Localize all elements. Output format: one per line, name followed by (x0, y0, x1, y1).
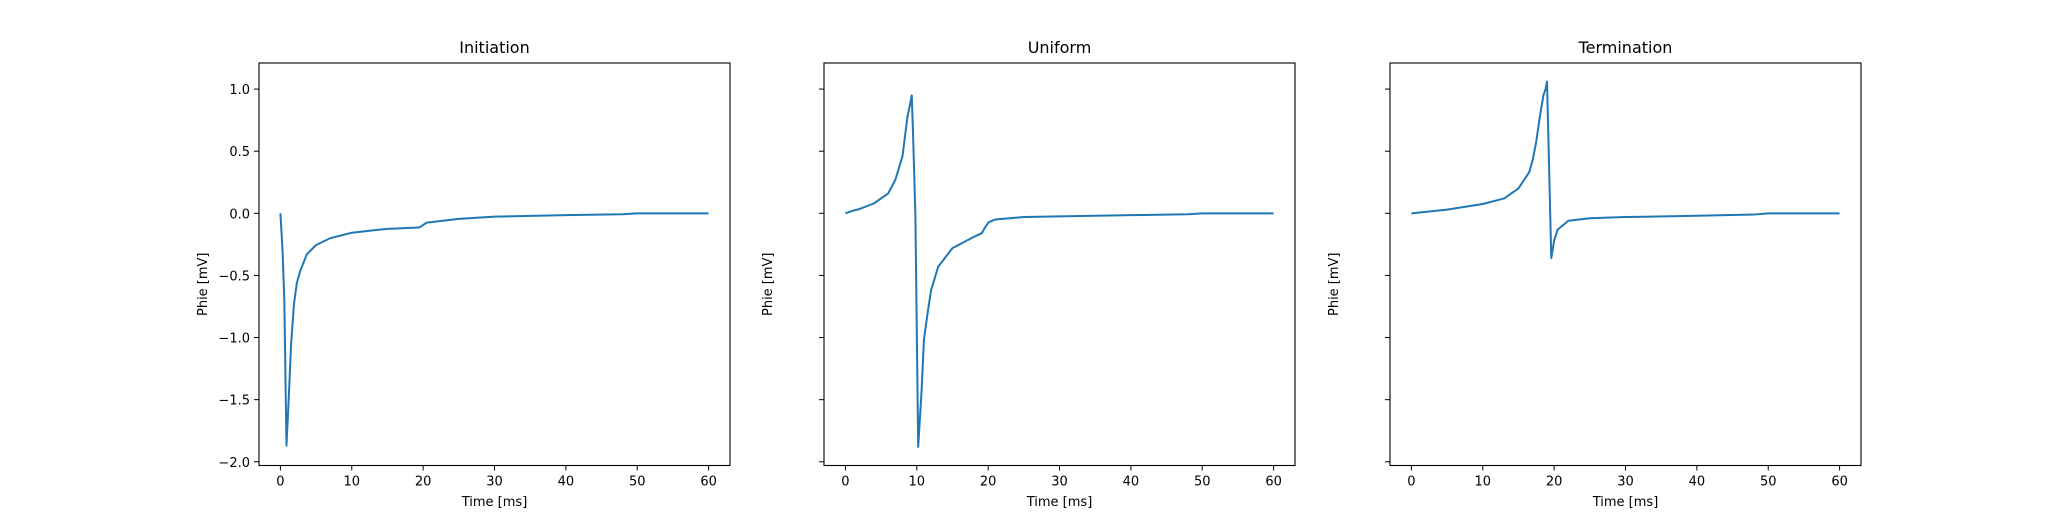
x-tick-label: 10 (908, 475, 925, 490)
y-tick-label: −2.0 (218, 456, 250, 471)
axes-frame (1389, 62, 1862, 467)
x-tick-label: 30 (1617, 475, 1634, 490)
series-line (1411, 80, 1840, 260)
y-tick-label: 1.0 (229, 83, 250, 98)
x-tick-label: 10 (343, 475, 360, 490)
subplot-uniform: 0 10 20 30 40 50 60 Uniform Time [ms] Phie [mV] (761, 38, 1296, 510)
y-tick-label: −1.0 (218, 332, 250, 347)
x-tick-label: 0 (841, 475, 849, 490)
x-tick-label: 40 (558, 475, 575, 490)
series-line (279, 212, 709, 447)
x-tick-label: 50 (1760, 475, 1777, 490)
y-axis-label: Phie [mV] (761, 252, 776, 316)
x-tick-label: 0 (1407, 475, 1415, 490)
x-tick-label: 50 (1194, 475, 1211, 490)
x-tick-label: 30 (486, 475, 503, 490)
y-axis-label: Phie [mV] (1327, 252, 1342, 316)
x-tick-label: 50 (629, 475, 646, 490)
subplot-termination: 0 10 20 30 40 50 60 Termination Time [ms] Phie [m… (1327, 38, 1862, 510)
x-tick-label: 20 (980, 475, 997, 490)
x-tick-label: 60 (1265, 475, 1282, 490)
x-tick-label: 20 (1546, 475, 1563, 490)
x-tick-label: 60 (1831, 475, 1848, 490)
x-axis-label: Time [ms] (1026, 495, 1093, 510)
subplot-title: Uniform (1028, 38, 1092, 57)
y-axis-label: Phie [mV] (196, 252, 211, 316)
x-tick-label: 60 (700, 475, 717, 490)
axes-frame (258, 62, 731, 467)
axes-frame (823, 62, 1296, 467)
x-tick-label: 0 (276, 475, 284, 490)
x-tick-label: 40 (1689, 475, 1706, 490)
x-tick-label: 20 (415, 475, 432, 490)
x-axis-label: Time [ms] (461, 495, 528, 510)
y-tick-label: 0.0 (229, 207, 250, 222)
subplot-title: Termination (1578, 38, 1673, 57)
subplot-initiation: 0 10 20 30 40 50 60 −2.0 −1.5 −1.0 −0.5 0.0 0.5 1.0 In… (196, 38, 731, 510)
x-tick-label: 30 (1051, 475, 1068, 490)
series-line (845, 94, 1274, 448)
y-tick-label: 0.5 (229, 145, 250, 160)
x-tick-label: 40 (1123, 475, 1140, 490)
y-tick-label: −1.5 (218, 394, 250, 409)
y-tick-label: −0.5 (218, 269, 250, 284)
x-tick-label: 10 (1474, 475, 1491, 490)
x-axis-label: Time [ms] (1592, 495, 1659, 510)
subplot-title: Initiation (459, 38, 529, 57)
